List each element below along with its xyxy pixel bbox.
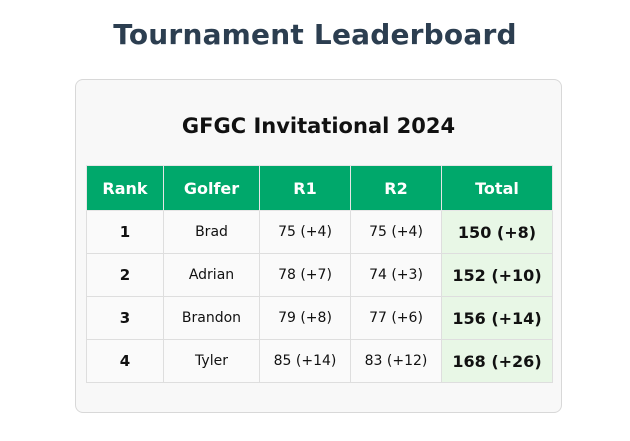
r2-cell: 83 (+12)	[350, 339, 442, 383]
r2-cell: 75 (+4)	[350, 210, 442, 254]
r1-cell: 85 (+14)	[259, 339, 351, 383]
column-header-total: Total	[441, 165, 553, 211]
rank-cell: 1	[86, 210, 164, 254]
total-cell: 152 (+10)	[441, 253, 553, 297]
total-cell: 168 (+26)	[441, 339, 553, 383]
rank-cell: 3	[86, 296, 164, 340]
page-title: Tournament Leaderboard	[113, 18, 517, 51]
column-header-rank: Rank	[86, 165, 164, 211]
r1-cell: 75 (+4)	[259, 210, 351, 254]
tournament-title: GFGC Invitational 2024	[181, 114, 456, 138]
r1-cell: 79 (+8)	[259, 296, 351, 340]
r2-cell: 74 (+3)	[350, 253, 442, 297]
r2-cell: 77 (+6)	[350, 296, 442, 340]
table-row: 1 Brad 75 (+4) 75 (+4) 150 (+8)	[86, 210, 553, 254]
column-header-r1: R1	[259, 165, 351, 211]
table-row: 3 Brandon 79 (+8) 77 (+6) 156 (+14)	[86, 296, 553, 340]
table-header-row: Rank Golfer R1 R2 Total	[86, 165, 553, 211]
table-row: 4 Tyler 85 (+14) 83 (+12) 168 (+26)	[86, 339, 553, 383]
golfer-cell: Brad	[163, 210, 260, 254]
rank-cell: 2	[86, 253, 164, 297]
total-cell: 150 (+8)	[441, 210, 553, 254]
golfer-cell: Adrian	[163, 253, 260, 297]
r1-cell: 78 (+7)	[259, 253, 351, 297]
column-header-golfer: Golfer	[163, 165, 260, 211]
leaderboard-table: Rank Golfer R1 R2 Total 1 Brad 75 (+4) 7…	[86, 165, 553, 383]
rank-cell: 4	[86, 339, 164, 383]
total-cell: 156 (+14)	[441, 296, 553, 340]
golfer-cell: Brandon	[163, 296, 260, 340]
table-row: 2 Adrian 78 (+7) 74 (+3) 152 (+10)	[86, 253, 553, 297]
column-header-r2: R2	[350, 165, 442, 211]
leaderboard-card: GFGC Invitational 2024 Rank Golfer R1 R2…	[75, 79, 562, 413]
golfer-cell: Tyler	[163, 339, 260, 383]
